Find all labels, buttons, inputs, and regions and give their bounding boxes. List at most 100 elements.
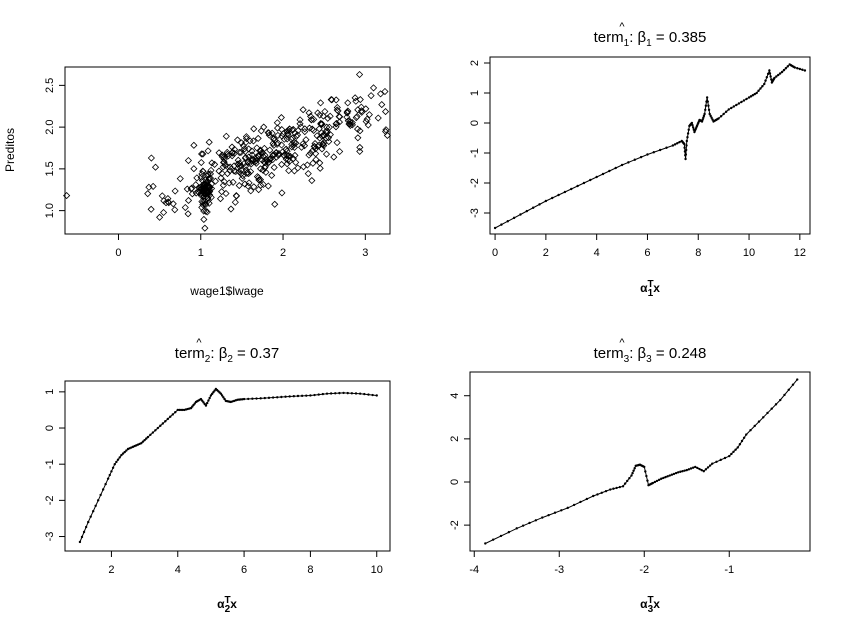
x-tick-label: 2	[280, 247, 286, 259]
y-tick-label: -1	[469, 148, 481, 158]
xlabel-var: x	[653, 281, 660, 295]
data-point	[110, 470, 113, 473]
data-point	[507, 530, 511, 534]
data-point	[220, 394, 224, 397]
data-point	[740, 439, 744, 443]
data-point	[202, 193, 210, 201]
data-point	[299, 140, 307, 148]
data-point	[256, 176, 265, 184]
data-point	[343, 113, 351, 121]
data-point	[91, 510, 95, 513]
data-point	[247, 397, 250, 401]
data-point	[728, 454, 731, 458]
y-tick-label: 1.0	[44, 203, 56, 218]
data-point	[143, 438, 146, 442]
x-tick-label: 0	[492, 247, 498, 259]
xlabel-sub: 2	[225, 604, 231, 615]
data-point	[84, 525, 88, 529]
title-sub: 2	[205, 354, 211, 365]
data-point	[778, 72, 782, 75]
title-eq: = 0.37	[233, 345, 279, 362]
data-point	[311, 145, 320, 153]
x-tick-label: 4	[175, 564, 181, 576]
data-point	[350, 392, 354, 395]
data-point	[703, 112, 706, 116]
data-point	[248, 151, 256, 159]
data-point	[704, 104, 708, 107]
data-point	[747, 96, 751, 99]
data-point	[544, 199, 548, 203]
data-point	[338, 391, 341, 395]
data-point	[381, 108, 390, 116]
data-point	[195, 189, 203, 197]
title-beta: : β	[210, 345, 227, 362]
data-point	[557, 193, 560, 197]
data-point	[305, 394, 308, 397]
data-point	[348, 121, 356, 129]
data-point	[145, 183, 153, 191]
data-point	[560, 509, 563, 512]
xlabel-sub: 3	[648, 604, 654, 615]
data-point	[690, 121, 694, 125]
data-point	[365, 111, 373, 119]
data-point	[108, 473, 111, 477]
data-point	[254, 134, 262, 143]
data-point	[701, 118, 704, 121]
x-tick-label: 2	[108, 564, 114, 576]
data-point	[283, 160, 291, 168]
data-point	[207, 184, 216, 193]
data-point	[292, 139, 300, 147]
data-point	[296, 120, 304, 128]
data-point	[206, 191, 214, 199]
data-point	[534, 519, 538, 522]
data-point	[96, 499, 100, 502]
data-point	[719, 115, 723, 118]
data-point	[307, 116, 315, 124]
data-point	[334, 107, 342, 115]
data-point	[198, 198, 206, 206]
data-point	[684, 153, 688, 156]
y-tick-label: -3	[44, 532, 56, 542]
data-point	[691, 126, 695, 129]
data-point	[745, 433, 748, 436]
data-point	[553, 511, 557, 514]
data-point	[147, 205, 155, 213]
data-point	[658, 148, 662, 152]
data-point	[579, 500, 582, 504]
data-point	[204, 188, 212, 197]
data-point	[685, 468, 688, 472]
data-point	[614, 166, 617, 170]
data-point	[612, 487, 615, 490]
data-point	[755, 91, 758, 95]
data-point	[774, 403, 778, 406]
data-point	[757, 420, 761, 423]
xlabel-sup: T	[225, 595, 231, 606]
data-point	[63, 192, 71, 200]
chart-title: term1: β1 = 0.385	[594, 29, 707, 49]
data-point	[628, 477, 631, 480]
data-point	[178, 408, 181, 412]
data-point	[176, 175, 184, 183]
data-point	[209, 394, 213, 397]
data-point	[264, 182, 272, 190]
data-point	[160, 208, 168, 217]
data-point	[660, 477, 663, 480]
data-point	[707, 108, 711, 112]
data-point	[378, 101, 386, 109]
data-point	[367, 393, 370, 396]
data-point	[270, 163, 278, 172]
data-point	[211, 160, 219, 168]
data-point	[231, 198, 239, 206]
data-point	[270, 141, 278, 149]
data-point	[115, 460, 118, 464]
data-point	[299, 106, 307, 114]
data-point	[293, 131, 302, 139]
data-point	[263, 396, 267, 400]
data-point	[325, 392, 329, 395]
data-point	[566, 506, 569, 510]
data-point	[205, 183, 213, 191]
y-tick-label: 0	[44, 425, 56, 431]
data-point	[228, 149, 236, 157]
x-tick-label: -1	[724, 564, 734, 576]
